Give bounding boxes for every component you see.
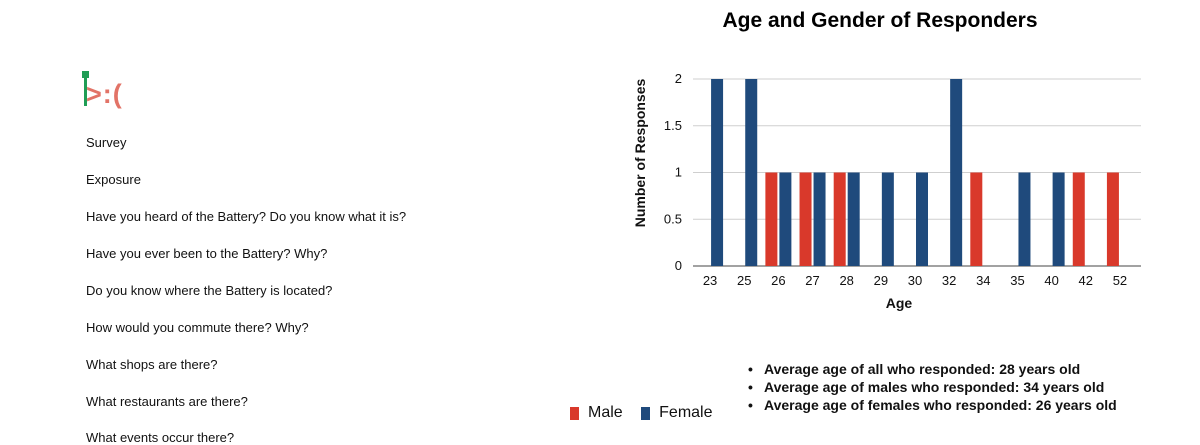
x-tick-label: 34 [976, 273, 990, 288]
bar-male-42 [1072, 172, 1085, 266]
legend-swatch-male [570, 406, 579, 420]
text-cursor [84, 74, 87, 106]
bar-female-35 [1018, 172, 1031, 266]
bar-chart: 0 0.5 1 1.5 2 23 25 26 27 28 29 30 32 34 35 40 42 52 Age… [632, 71, 1141, 311]
bars [711, 79, 1119, 266]
x-tick-label: 42 [1079, 273, 1093, 288]
x-tick-label: 23 [703, 273, 717, 288]
chart-title: Age and Gender of Responders [722, 9, 1038, 32]
note-average-males: Average age of males who responded: 34 y… [748, 378, 1117, 396]
x-tick-labels: 23 25 26 27 28 29 30 32 34 35 40 42 52 [703, 273, 1127, 288]
legend-item-male: Male [570, 404, 623, 422]
section-exposure: Exposure [86, 172, 141, 187]
x-tick-label: 30 [908, 273, 922, 288]
bar-female-26 [779, 172, 792, 266]
bar-male-34 [970, 172, 983, 266]
x-tick-label: 29 [874, 273, 888, 288]
y-tick-label: 0.5 [664, 211, 682, 226]
y-tick-label: 1 [675, 165, 682, 180]
emoticon: >:( [86, 79, 123, 109]
summary-notes: Average age of all who responded: 28 yea… [748, 360, 1117, 414]
bar-female-23 [711, 79, 724, 266]
x-tick-label: 25 [737, 273, 751, 288]
bar-female-25 [745, 79, 758, 266]
bar-female-30 [916, 172, 928, 266]
y-tick-label: 0 [675, 258, 682, 273]
question-line: Have you heard of the Battery? Do you kn… [86, 209, 407, 224]
bar-male-52 [1106, 172, 1119, 266]
bar-male-26 [765, 172, 778, 266]
bar-female-32 [950, 79, 963, 266]
legend-swatch-female [641, 406, 651, 420]
question-line: What restaurants are there? [86, 394, 248, 409]
question-line: Have you ever been to the Battery? Why? [86, 246, 328, 261]
question-line: Do you know where the Battery is located… [86, 283, 333, 298]
chart-legend: Male Female [570, 404, 727, 425]
x-tick-label: 27 [805, 273, 819, 288]
y-tick-label: 1.5 [664, 118, 682, 133]
bar-female-27 [813, 172, 826, 266]
x-tick-label: 28 [839, 273, 853, 288]
y-axis-label: Number of Responses [632, 78, 648, 227]
question-line: What shops are there? [86, 357, 218, 372]
x-tick-label: 40 [1044, 273, 1058, 288]
legend-label-male: Male [588, 404, 623, 421]
y-tick-label: 2 [675, 71, 682, 86]
y-tick-labels: 0 0.5 1 1.5 2 [664, 71, 682, 273]
x-axis-label: Age [886, 295, 913, 311]
bar-female-40 [1052, 172, 1065, 266]
survey-document: >:( Survey Exposure Have you heard of th… [0, 0, 560, 445]
legend-item-female: Female [641, 404, 713, 422]
survey-heading: Survey [86, 135, 127, 150]
x-tick-label: 32 [942, 273, 956, 288]
x-tick-label: 52 [1113, 273, 1127, 288]
bar-female-29 [881, 172, 894, 266]
bar-male-27 [799, 172, 812, 266]
note-average-all: Average age of all who responded: 28 yea… [748, 360, 1117, 378]
x-tick-label: 26 [771, 273, 785, 288]
bar-female-28 [847, 172, 860, 266]
question-line: How would you commute there? Why? [86, 320, 309, 335]
question-line: What events occur there? [86, 430, 235, 445]
bar-male-28 [833, 172, 846, 266]
note-average-females: Average age of females who responded: 26… [748, 396, 1117, 414]
legend-label-female: Female [659, 404, 713, 421]
x-tick-label: 35 [1010, 273, 1024, 288]
